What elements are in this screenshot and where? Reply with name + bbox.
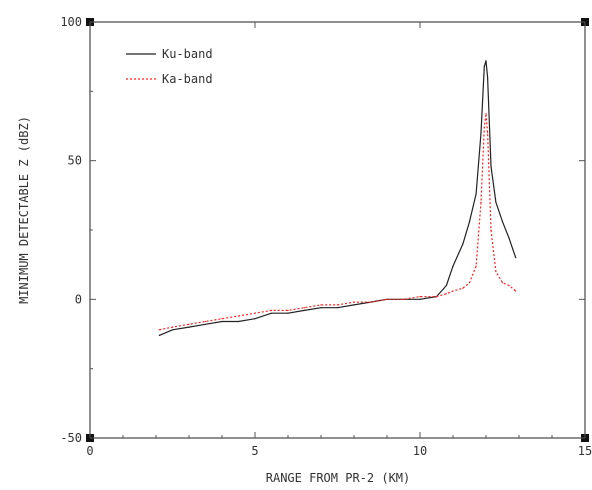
data-point [402, 298, 405, 300]
y-tick-label: 50 [68, 154, 82, 168]
data-point [158, 334, 160, 336]
y-tick-label: 0 [75, 292, 82, 306]
series-line-ku-band [159, 60, 517, 336]
data-point [490, 165, 492, 167]
data-point [501, 221, 504, 223]
data-point [485, 112, 487, 115]
data-point [204, 323, 207, 325]
y-tick-label: 100 [60, 15, 82, 29]
data-point [495, 271, 497, 273]
data-point [171, 326, 174, 328]
data-point [495, 201, 497, 203]
axis-ticks: 0 5 10 15 -50 0 50 100 [60, 15, 592, 458]
data-point [369, 301, 372, 303]
y-tick-label: -50 [60, 431, 82, 445]
data-point [475, 193, 477, 195]
data-point [452, 290, 454, 292]
data-point [303, 309, 306, 311]
x-axis-label: RANGE FROM PR-2 (KM) [266, 471, 411, 485]
data-point [237, 315, 240, 317]
data-point [287, 309, 289, 311]
data-point [485, 60, 487, 62]
legend-label: Ku-band [162, 47, 213, 61]
legend: Ku-band Ka-band [126, 47, 213, 86]
data-point [468, 282, 471, 284]
data-point [221, 318, 223, 320]
data-point [386, 298, 388, 300]
data-point [508, 284, 510, 287]
data-point [462, 243, 464, 245]
data-point [435, 296, 438, 298]
data-point [204, 320, 207, 323]
data-point [452, 265, 454, 267]
data-point [336, 304, 339, 306]
series-group [158, 60, 517, 336]
data-point [237, 320, 240, 323]
data-point [468, 221, 471, 223]
data-point [501, 282, 504, 284]
data-point [221, 320, 223, 323]
data-point [270, 312, 273, 314]
x-tick-label: 5 [251, 444, 258, 458]
data-point [490, 229, 492, 231]
y-axis-label: MINIMUM DETECTABLE Z (dBZ) [17, 116, 31, 304]
data-point [480, 201, 482, 203]
data-point [483, 65, 485, 67]
data-point [320, 307, 322, 309]
data-point [336, 307, 339, 309]
data-point [445, 293, 447, 295]
data-point [515, 257, 517, 259]
data-point [303, 307, 306, 309]
data-point [445, 284, 447, 287]
data-point [419, 296, 421, 298]
x-tick-label: 10 [413, 444, 427, 458]
data-point [287, 312, 289, 314]
series-line-ka-band [159, 112, 517, 331]
data-point [483, 126, 485, 128]
data-point [419, 298, 421, 300]
legend-label: Ka-band [162, 72, 213, 86]
data-point [515, 290, 517, 292]
data-point [475, 265, 477, 267]
data-point [254, 318, 256, 320]
data-point [480, 132, 482, 134]
data-point [270, 309, 273, 311]
data-point [487, 76, 489, 79]
data-point [171, 329, 174, 331]
data-point [320, 304, 322, 306]
x-tick-label: 15 [578, 444, 592, 458]
data-point [462, 287, 464, 289]
data-point [353, 301, 355, 303]
data-point [188, 323, 190, 325]
data-point [254, 312, 256, 314]
data-point [353, 304, 355, 306]
x-tick-label: 0 [86, 444, 93, 458]
data-point [487, 132, 489, 134]
data-point [508, 237, 510, 239]
data-point [158, 329, 160, 331]
data-point [188, 326, 190, 328]
